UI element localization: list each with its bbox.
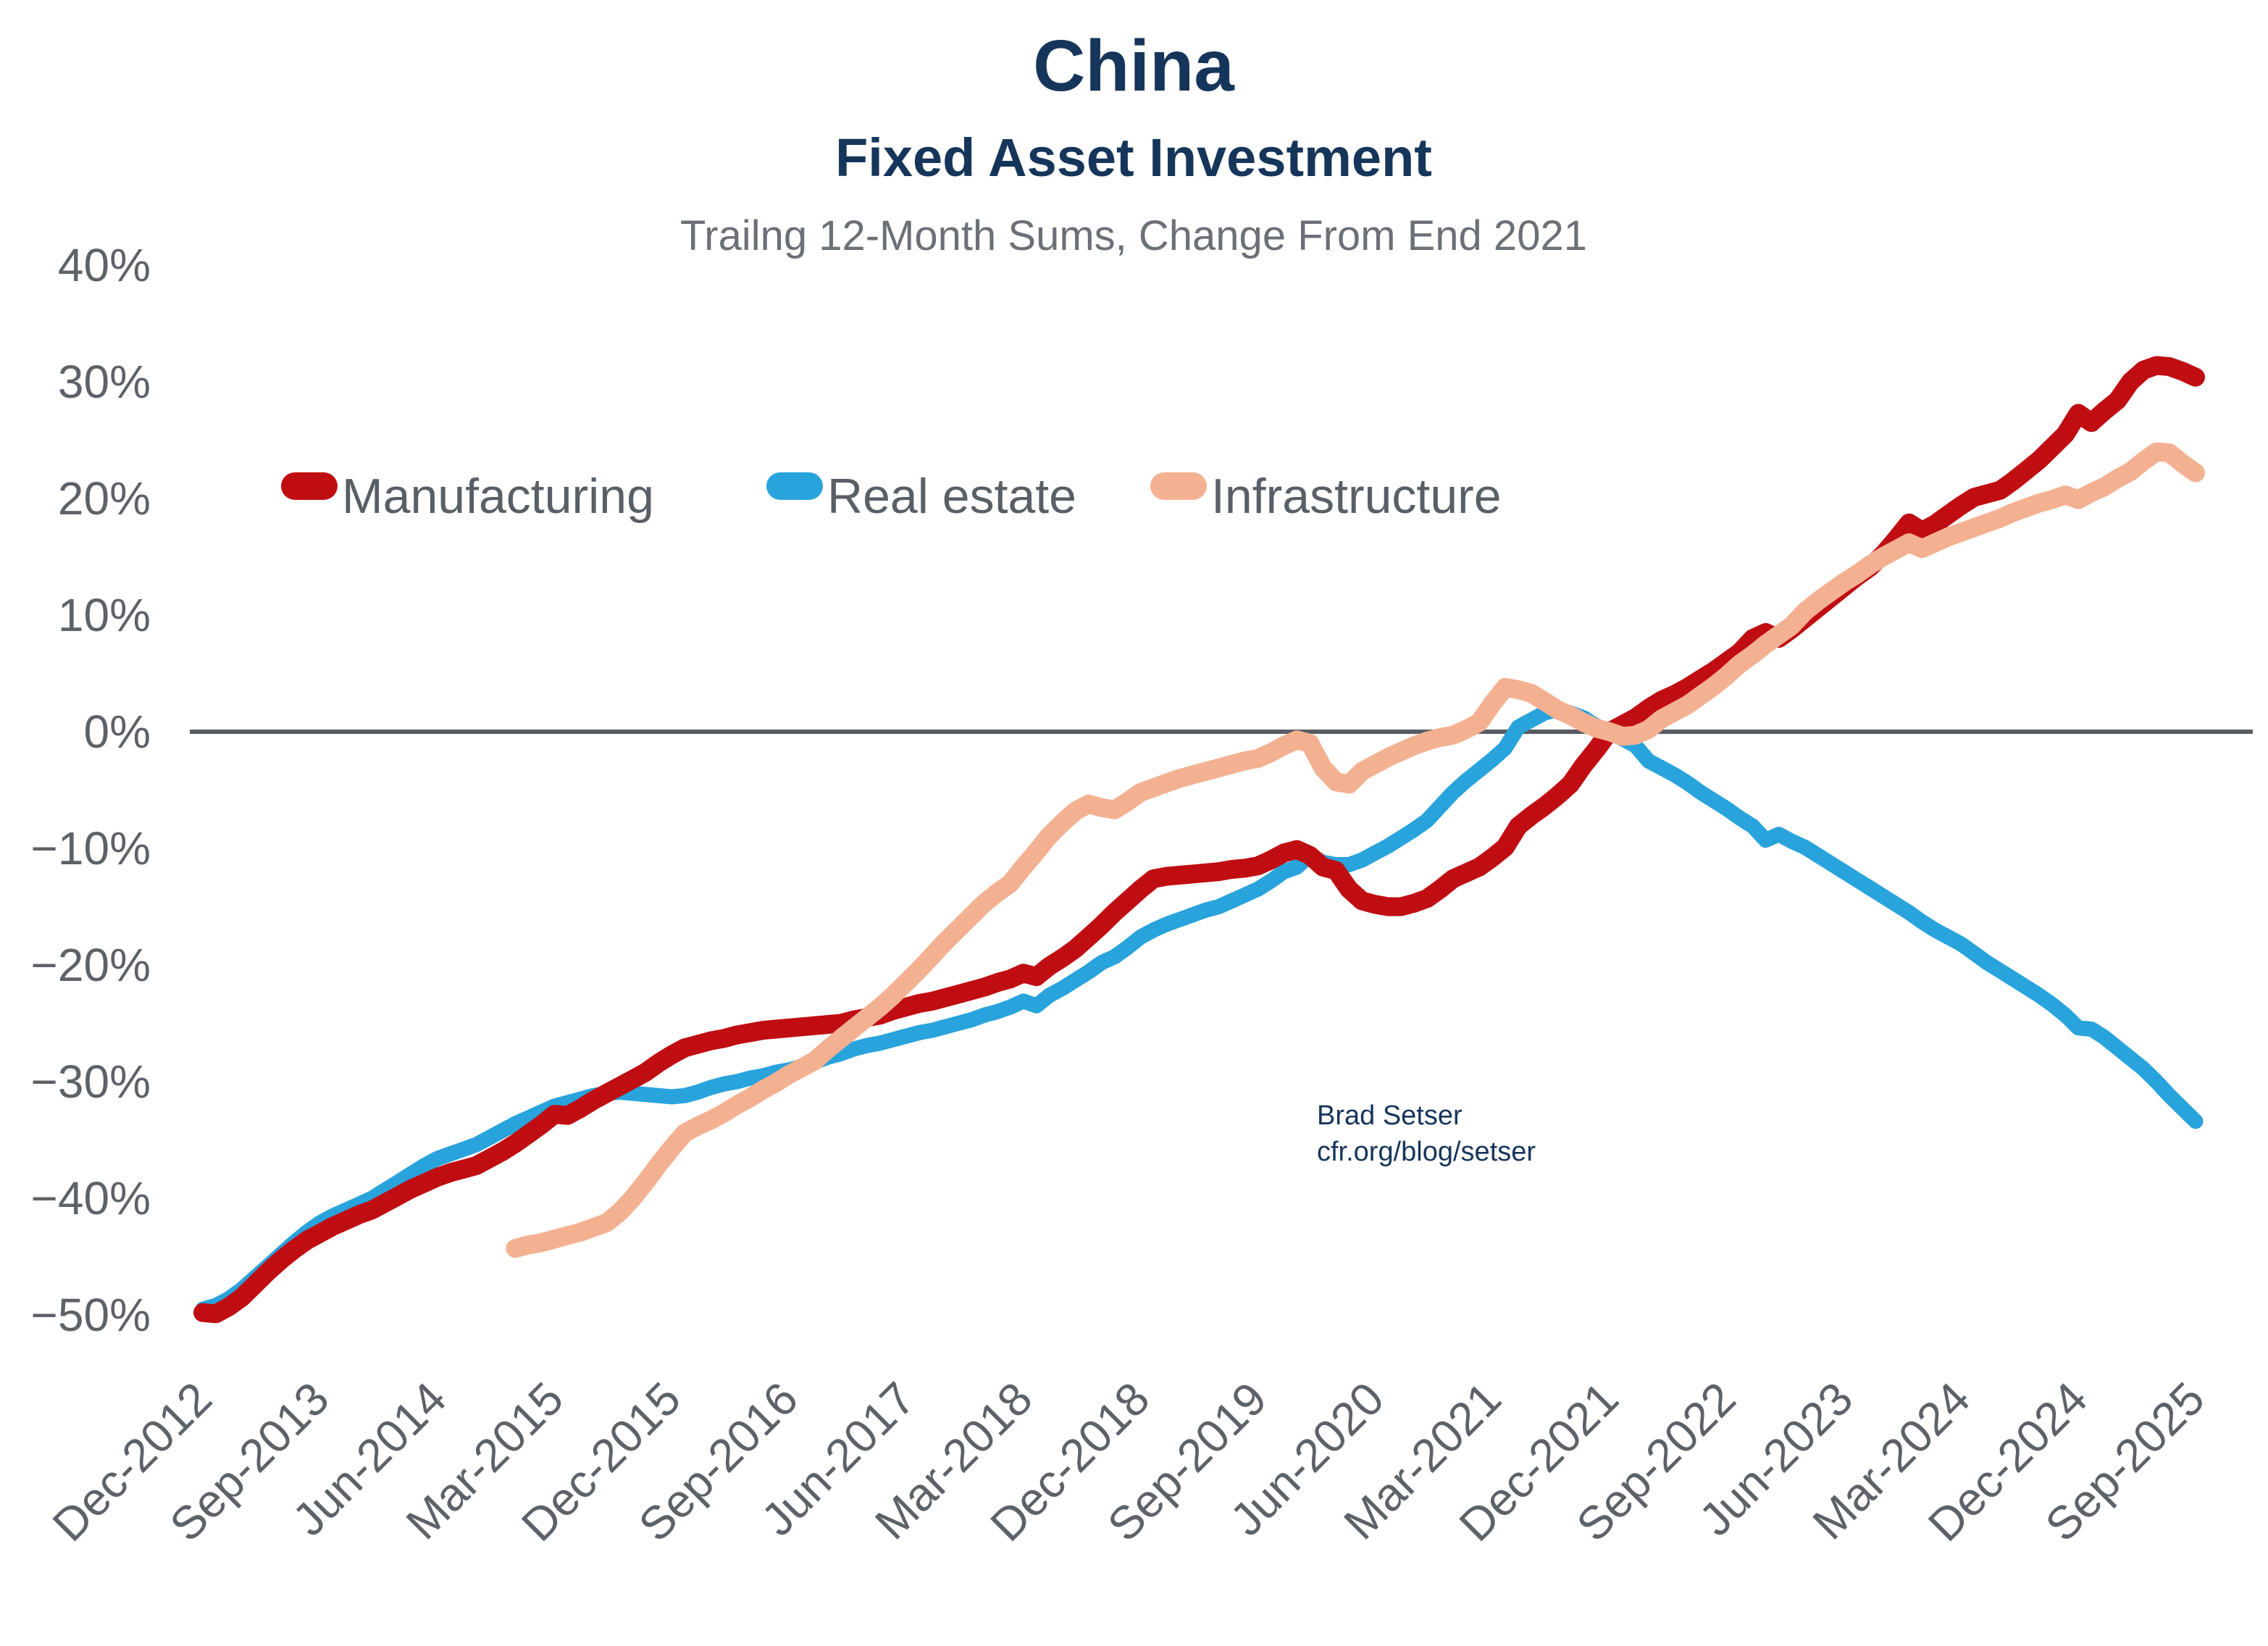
series-line-real-estate <box>195 701 2204 1317</box>
y-tick-label: −40% <box>31 1172 151 1224</box>
y-tick-label: −30% <box>31 1056 151 1108</box>
source-url: cfr.org/blog/setser <box>1317 1137 1536 1167</box>
legend-label-real-estate: Real estate <box>827 469 1076 524</box>
source-author: Brad Setser <box>1317 1100 1463 1131</box>
y-tick-label: 30% <box>58 356 151 408</box>
y-tick-label: −50% <box>31 1289 151 1341</box>
legend-swatch-infrastructure <box>1150 472 1207 500</box>
y-tick-label: −10% <box>31 822 151 874</box>
series-line-infrastructure <box>506 442 2205 1258</box>
source-annotation: Brad Setser cfr.org/blog/setser <box>1317 1100 1536 1167</box>
x-axis-labels: Dec-2012Sep-2013Jun-2014Mar-2015Dec-2015… <box>43 1372 2214 1551</box>
y-axis-labels: 40% 30% 20% 10% 0% −10% −20% −30% −40% −50% <box>31 239 151 1341</box>
y-tick-label: 10% <box>58 589 151 641</box>
chart-subtitle-2: Trailng 12-Month Sums, Change From End 2… <box>680 212 1587 259</box>
legend-swatch-manufacturing <box>281 472 338 500</box>
y-tick-label: 20% <box>58 472 151 525</box>
page-title: China <box>1033 25 1235 106</box>
legend-label-infrastructure: Infrastructure <box>1211 469 1502 524</box>
y-tick-label: 40% <box>58 239 151 291</box>
legend-label-manufacturing: Manufacturing <box>342 469 654 524</box>
chart-subtitle: Fixed Asset Investment <box>835 128 1432 188</box>
legend: Manufacturing Real estate Infrastructure <box>281 469 1502 524</box>
y-tick-label: −20% <box>31 939 151 991</box>
y-tick-label: 0% <box>84 706 151 758</box>
plot-area <box>193 356 2205 1324</box>
legend-swatch-real-estate <box>766 472 823 500</box>
